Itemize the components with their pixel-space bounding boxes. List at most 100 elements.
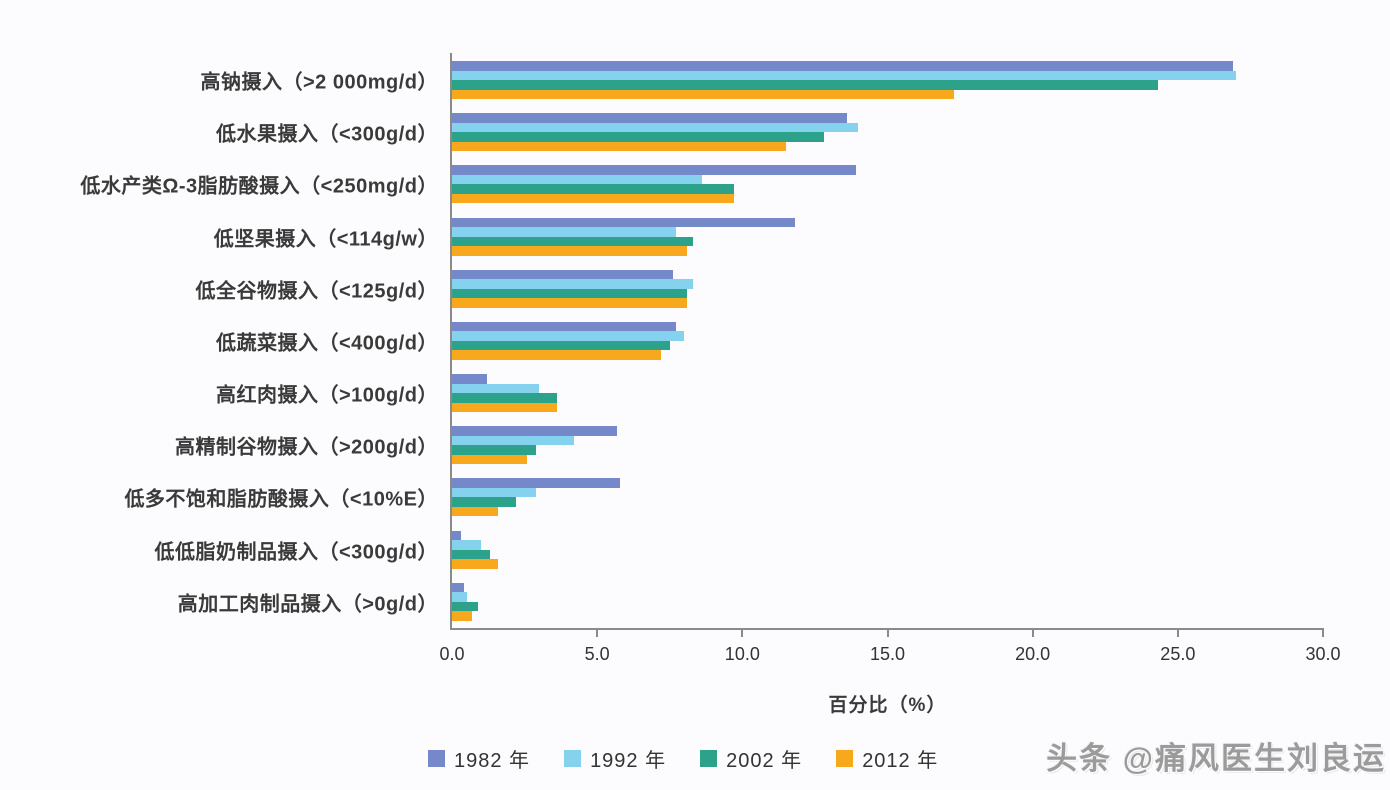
tick-label: 15.0 [869, 644, 906, 664]
legend-label: 1982 年 [454, 750, 531, 772]
tick-mark [886, 630, 889, 637]
bar-2002年 [452, 340, 670, 351]
category-label: 高加工肉制品摄入（>0g/d） [177, 593, 438, 616]
legend-item: 2002 年 [700, 744, 802, 773]
tick-mark [741, 630, 744, 637]
tick-mark [1322, 630, 1324, 637]
bar-1982年 [452, 374, 487, 384]
tick-label: 0.0 [439, 644, 465, 664]
category-row: 低蔬菜摄入（<400g/d） [216, 315, 1323, 367]
bar-1982年 [452, 530, 461, 541]
bar-2002年 [452, 549, 490, 560]
tick-label: 25.0 [1160, 644, 1196, 664]
category-label: 低全谷物摄入（<125g/d） [195, 280, 438, 303]
bar-2012年 [452, 350, 662, 360]
bar-2012年 [452, 402, 557, 413]
bar-2012年 [452, 141, 786, 152]
bar-2002年 [452, 601, 479, 612]
tick-label: 10.0 [724, 644, 760, 664]
bar-1982年 [452, 165, 856, 175]
bar-1992年 [452, 331, 685, 341]
bar-2002年 [452, 80, 1158, 90]
legend-item: 1982 年 [428, 744, 530, 773]
x-axis-title: 百分比（%） [828, 695, 947, 716]
bar-2002年 [452, 445, 537, 455]
bar-1992年 [452, 383, 540, 394]
bar-2012年 [452, 193, 734, 204]
x-axis-tick-marks [452, 630, 1324, 637]
legend-swatch-icon [428, 750, 445, 767]
category-label: 低蔬菜摄入（<400g/d） [215, 332, 438, 355]
bar-2002年 [452, 393, 557, 403]
bar-2012年 [452, 89, 955, 100]
legend-item: 2012 年 [836, 744, 938, 773]
legend-label: 2012 年 [862, 750, 939, 772]
tick-mark [1031, 630, 1034, 637]
bar-1992年 [452, 174, 702, 185]
bar-1992年 [452, 279, 693, 289]
tick-mark [596, 630, 599, 637]
category-row: 低多不饱和脂肪酸摄入（<10%E） [124, 471, 1323, 523]
bar-2012年 [452, 454, 528, 465]
category-label: 低多不饱和脂肪酸摄入（<10%E） [124, 488, 438, 511]
x-axis-tick-labels: 0.0 5.0 10.0 15.0 20.0 25.0 30.0 [439, 644, 1340, 668]
category-row: 低低脂奶制品摄入（<300g/d） [154, 524, 1323, 576]
legend-label: 2002 年 [726, 750, 803, 772]
legend-swatch-icon [836, 750, 854, 767]
bar-1992年 [452, 592, 467, 602]
category-label: 高红肉摄入（>100g/d） [215, 384, 438, 407]
category-label: 高精制谷物摄入（>200g/d） [174, 436, 438, 459]
legend: 1982 年 1992 年 2002 年 2012 年 [428, 744, 938, 773]
bar-2002年 [452, 497, 516, 507]
category-row: 低坚果摄入（<114g/w） [214, 211, 1323, 263]
category-label: 低水果摄入（<300g/d） [215, 123, 438, 146]
legend-swatch-icon [564, 750, 582, 767]
bar-2012年 [452, 559, 499, 569]
x-axis-line [450, 628, 1324, 630]
bar-1982年 [452, 426, 618, 436]
bar-rows: 高钠摄入（>2 000mg/d） 低水果摄入（<300g/d） 低水产类Ω-3脂肪酸… [80, 54, 1323, 628]
bar-2012年 [452, 298, 688, 308]
bar-2002年 [452, 132, 824, 142]
category-label: 低水产类Ω-3脂肪酸摄入（<250mg/d） [80, 175, 438, 198]
bar-1992年 [452, 435, 574, 446]
bar-2002年 [452, 236, 693, 247]
bar-1982年 [452, 113, 847, 123]
bar-2002年 [452, 184, 734, 194]
bar-1992年 [452, 227, 676, 237]
category-row: 高加工肉制品摄入（>0g/d） [178, 576, 1323, 628]
bar-2012年 [452, 246, 688, 256]
tick-label: 20.0 [1015, 644, 1051, 664]
bar-1992年 [452, 70, 1236, 81]
category-label: 高钠摄入（>2 000mg/d） [200, 71, 438, 94]
watermark: 头条 @痛风医生刘良运 [1046, 741, 1386, 776]
category-row: 高精制谷物摄入（>200g/d） [175, 419, 1323, 471]
bar-2012年 [452, 506, 499, 517]
category-row: 低水果摄入（<300g/d） [216, 106, 1323, 158]
bar-1992年 [452, 122, 859, 133]
bar-1982年 [452, 582, 464, 593]
category-label: 低低脂奶制品摄入（<300g/d） [154, 541, 438, 564]
category-row: 高钠摄入（>2 000mg/d） [200, 54, 1323, 106]
bar-1982年 [452, 321, 676, 332]
y-axis-line [450, 53, 452, 630]
bar-2002年 [452, 288, 688, 299]
category-row: 低水产类Ω-3脂肪酸摄入（<250mg/d） [80, 158, 1323, 210]
legend-item: 1992 年 [564, 744, 666, 773]
tick-label: 5.0 [584, 644, 610, 664]
bar-1982年 [452, 217, 795, 228]
legend-swatch-icon [700, 750, 718, 767]
category-row: 高红肉摄入（>100g/d） [216, 367, 1323, 419]
bar-1982年 [452, 61, 1233, 71]
tick-mark [1176, 630, 1179, 637]
bar-1992年 [452, 487, 537, 498]
bar-1982年 [452, 478, 621, 488]
tick-label: 30.0 [1305, 644, 1341, 664]
category-row: 低全谷物摄入（<125g/d） [195, 263, 1323, 315]
bar-1982年 [452, 269, 673, 280]
legend-label: 1992 年 [590, 750, 667, 772]
bar-2012年 [452, 611, 473, 621]
category-label: 低坚果摄入（<114g/w） [213, 228, 438, 251]
bar-1992年 [452, 540, 482, 550]
